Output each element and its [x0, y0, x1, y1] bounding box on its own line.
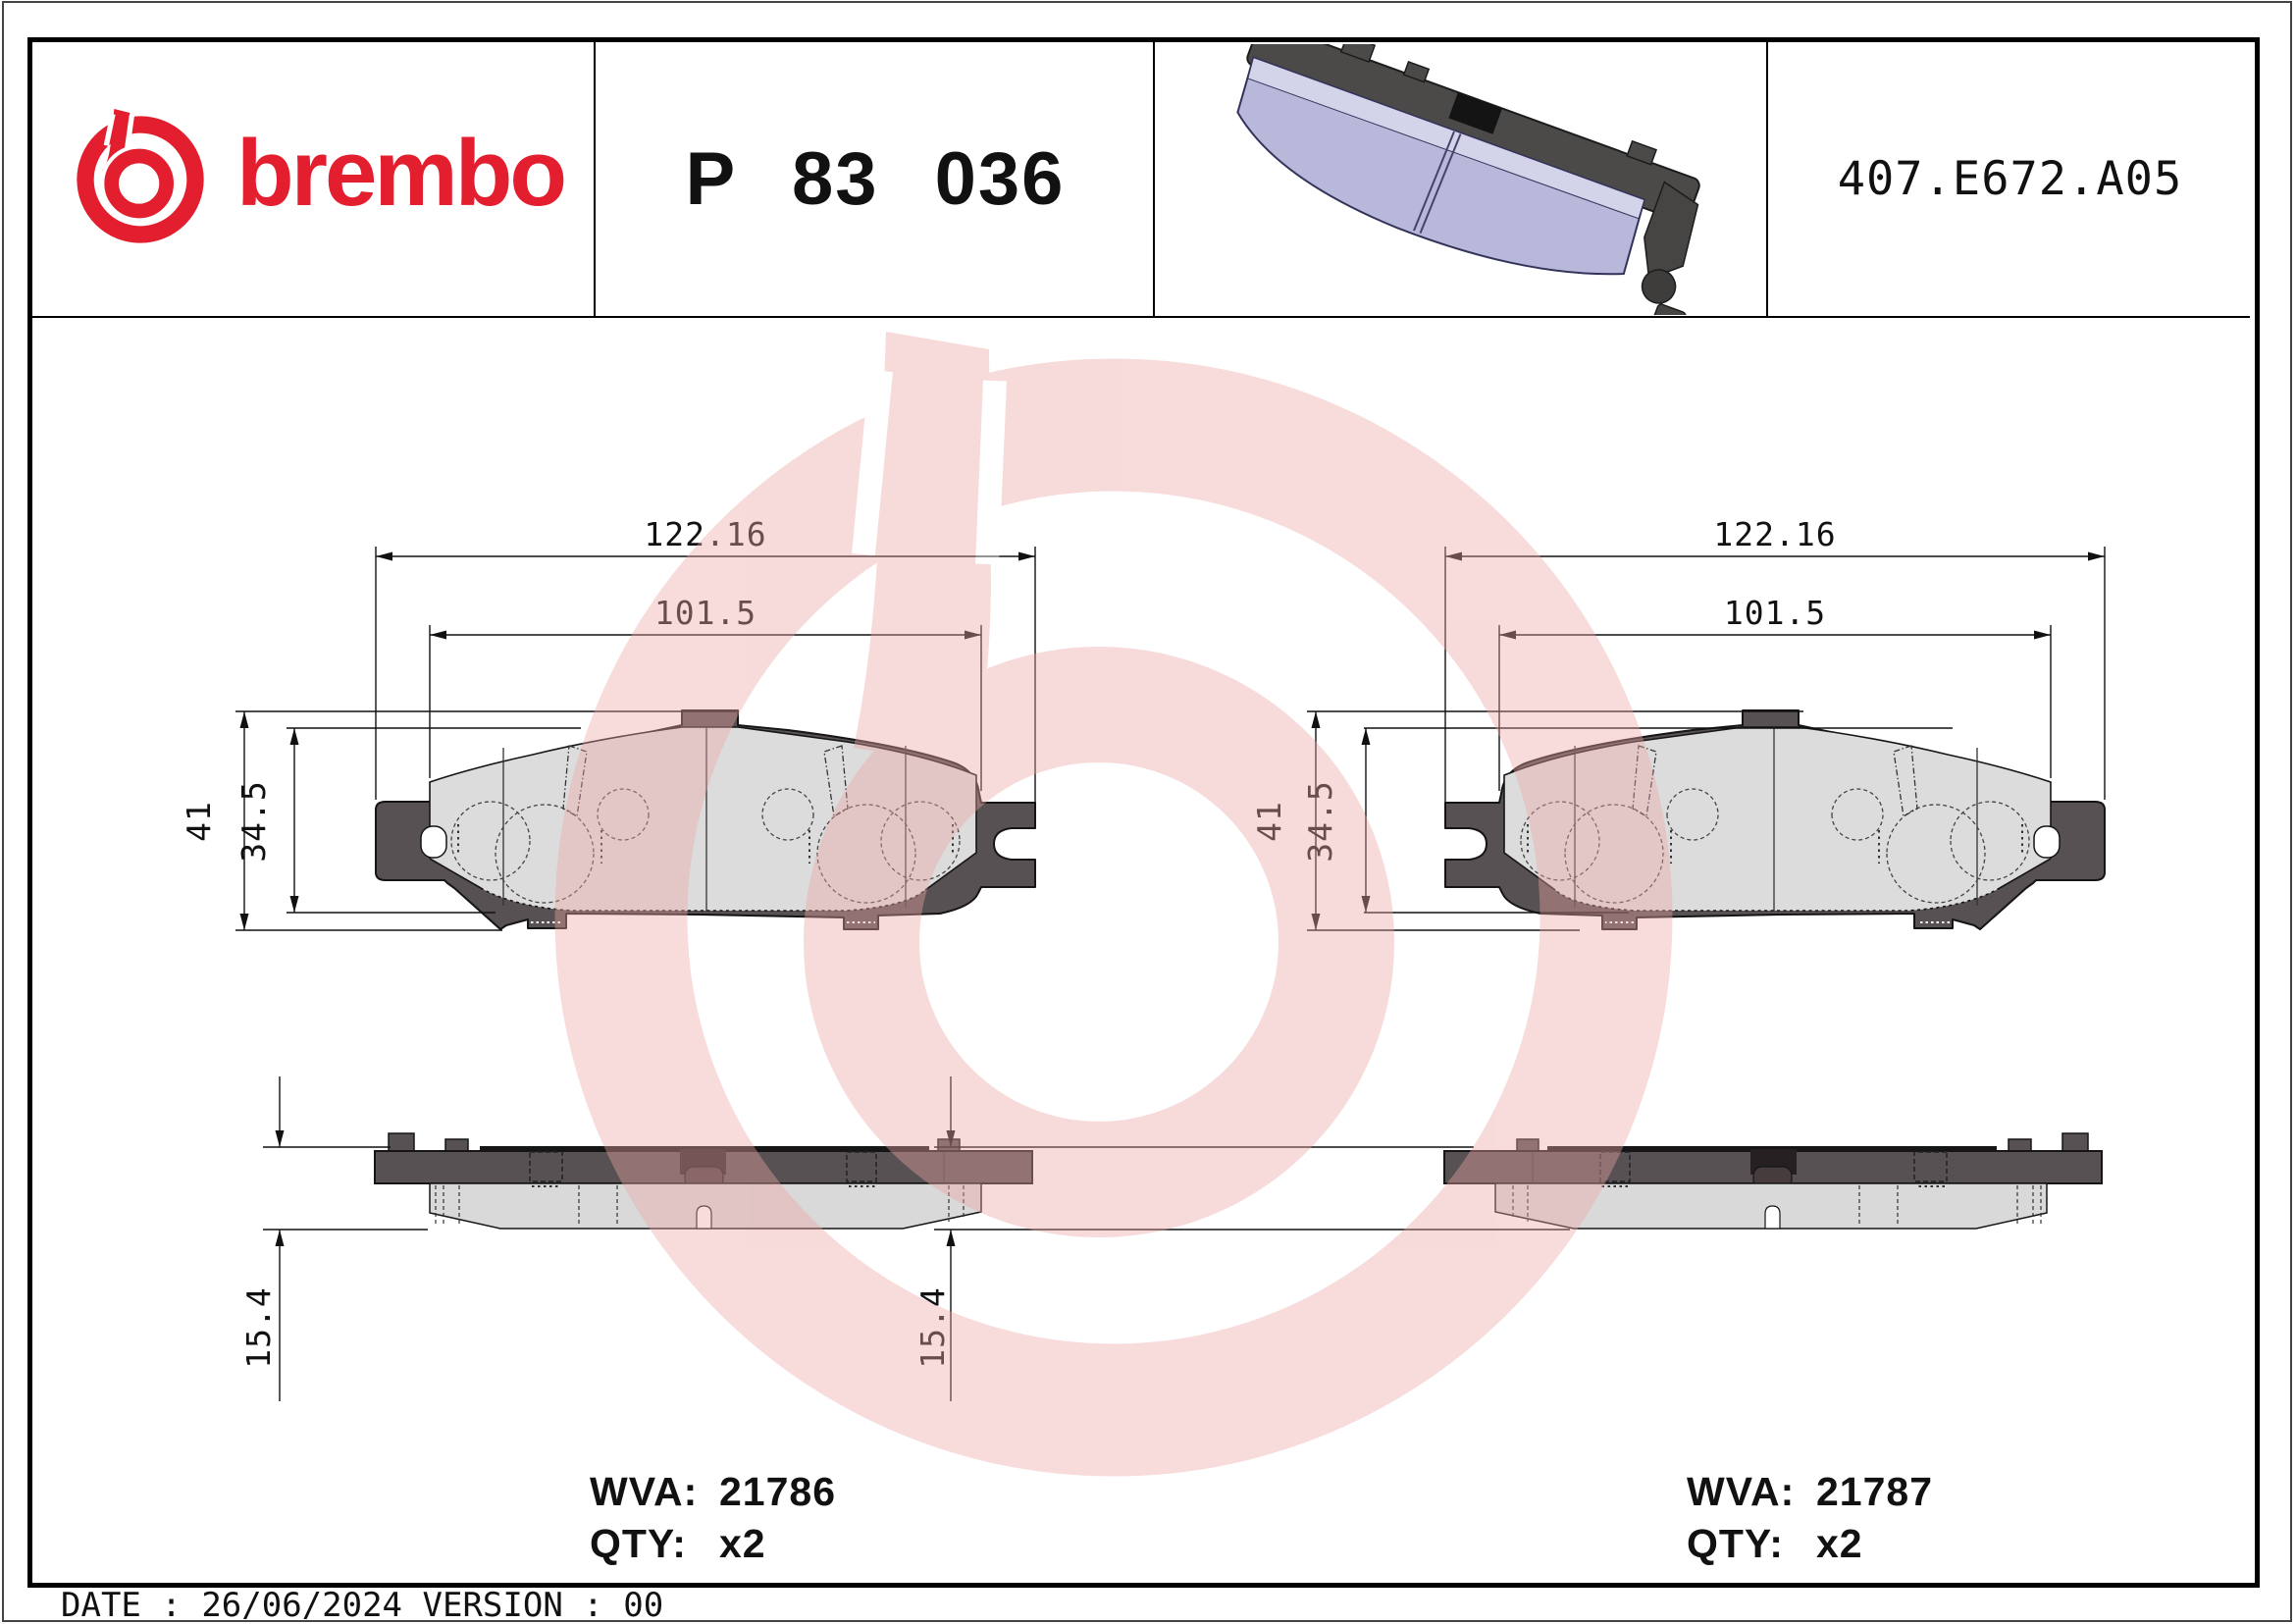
- brembo-logo-icon: [77, 108, 204, 243]
- brembo-wordmark: brembo: [235, 120, 567, 226]
- right-pad-info: WVA: 21787 QTY: x2: [1687, 1466, 1933, 1570]
- header-photo-cell: [1153, 42, 1768, 316]
- qty-value: x2: [719, 1521, 766, 1566]
- header-divider: [32, 316, 2250, 318]
- header-logo-cell: brembo: [32, 42, 594, 316]
- right-dim-thickness: 15.4: [913, 1286, 952, 1368]
- brake-pad-photo: [1235, 43, 1700, 315]
- date-value: 26/06/2024: [201, 1586, 403, 1624]
- version-value: 00: [623, 1586, 664, 1624]
- brembo-watermark-icon: [554, 332, 1673, 1477]
- wva-label: WVA:: [590, 1469, 699, 1514]
- version-label: VERSION :: [422, 1586, 603, 1624]
- left-dim-overall-width: 122.16: [644, 515, 766, 553]
- date-label: DATE :: [61, 1586, 182, 1624]
- qty-value: x2: [1816, 1521, 1863, 1566]
- left-dim-friction-width: 101.5: [654, 594, 757, 632]
- part-number: P 83 036: [685, 137, 1066, 221]
- reference-code: 407.E672.A05: [1837, 152, 2183, 206]
- left-pad-info: WVA: 21786 QTY: x2: [590, 1466, 836, 1570]
- right-dim-overall-height: 41: [1250, 801, 1288, 842]
- right-dimension-lines: [934, 547, 2106, 1401]
- left-dim-pad-height: 34.5: [235, 780, 273, 862]
- left-dimension-lines: [235, 547, 1036, 1401]
- wva-label: WVA:: [1687, 1469, 1796, 1514]
- left-dim-thickness: 15.4: [239, 1286, 278, 1368]
- drawing-frame: [27, 37, 2260, 1588]
- right-dim-pad-height: 34.5: [1301, 780, 1339, 862]
- qty-label: QTY:: [1687, 1521, 1784, 1566]
- header-part-number-cell: P 83 036: [594, 42, 1155, 316]
- footer-date-version: DATE : 26/06/2024 VERSION : 00: [61, 1586, 663, 1624]
- right-dim-friction-width: 101.5: [1724, 594, 1826, 632]
- wva-value: 21787: [1816, 1469, 1934, 1514]
- brembo-logo: brembo: [62, 101, 567, 258]
- header-reference-cell: 407.E672.A05: [1766, 42, 2252, 316]
- qty-label: QTY:: [590, 1521, 687, 1566]
- right-dim-overall-width: 122.16: [1713, 515, 1836, 553]
- left-dim-overall-height: 41: [180, 801, 218, 842]
- wva-value: 21786: [719, 1469, 837, 1514]
